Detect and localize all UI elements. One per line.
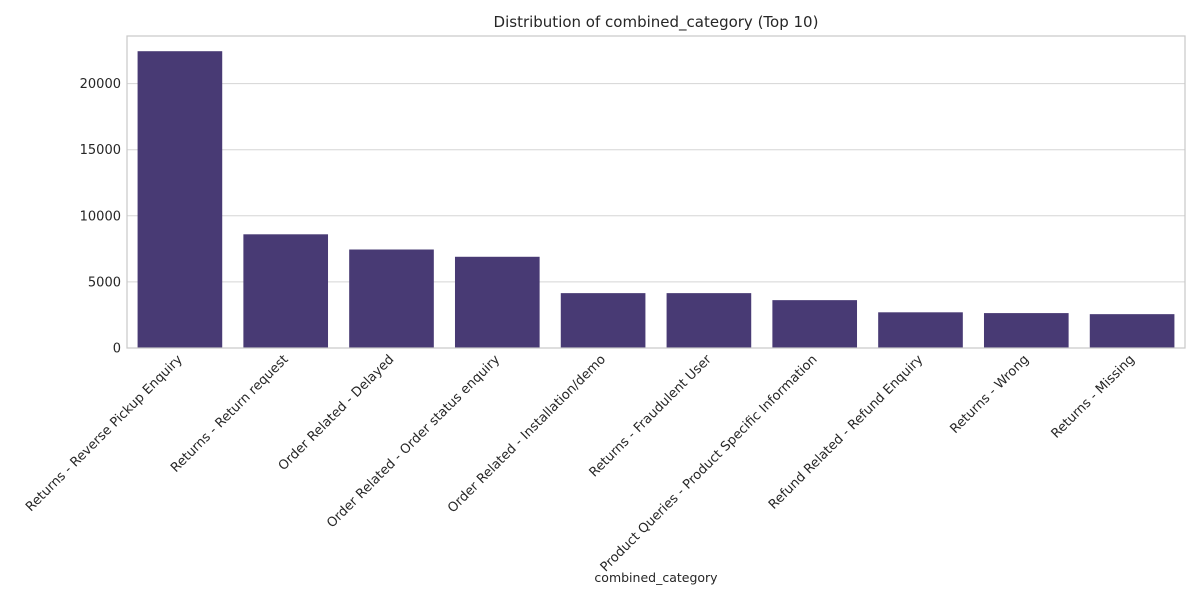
bar <box>560 293 646 348</box>
bar <box>243 234 329 348</box>
y-tick-label: 10000 <box>80 209 121 224</box>
chart-title: Distribution of combined_category (Top 1… <box>494 13 819 32</box>
x-tick-label: Returns - Return request <box>168 352 291 475</box>
bar <box>349 249 434 348</box>
bar <box>878 312 963 348</box>
y-tick-label: 15000 <box>80 143 121 158</box>
bar <box>137 51 223 348</box>
y-tick-labels: 0 5000 10000 15000 20000 <box>80 77 121 356</box>
plot-frame <box>126 35 1186 349</box>
bar <box>1089 314 1175 348</box>
x-tick-label: Order Related - Order status enquiry <box>324 352 503 531</box>
bar <box>983 313 1069 348</box>
y-tick-label: 0 <box>113 342 121 357</box>
bar <box>772 300 858 348</box>
bar <box>666 293 752 348</box>
bars <box>137 51 1175 348</box>
x-tick-label: Returns - Missing <box>1049 352 1138 441</box>
x-axis-label: combined_category <box>594 570 718 585</box>
y-tick-label: 20000 <box>80 77 121 92</box>
x-tick-label: Returns - Wrong <box>948 352 1033 437</box>
bar <box>454 256 540 348</box>
x-tick-label: Returns - Reverse Pickup Enquiry <box>23 352 186 515</box>
x-tick-label: Order Related - Delayed <box>276 352 398 474</box>
x-tick-label: Returns - Fraudulent User <box>587 352 716 481</box>
x-tick-label: Product Queries - Product Specific Infor… <box>598 352 821 575</box>
x-tick-labels: Returns - Reverse Pickup EnquiryReturns … <box>23 352 1138 575</box>
y-tick-label: 5000 <box>88 275 121 290</box>
